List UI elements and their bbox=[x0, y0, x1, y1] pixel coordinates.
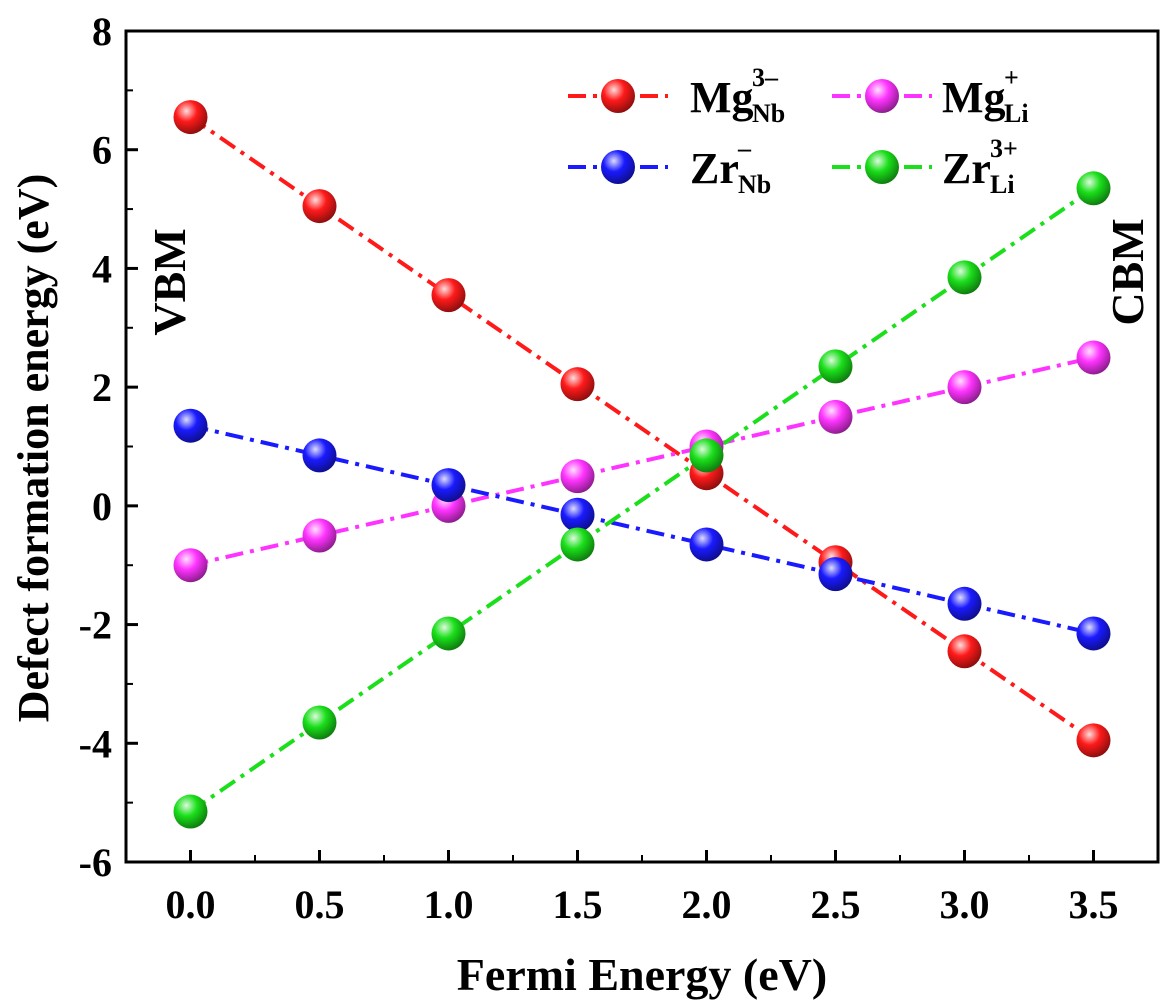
legend-marker bbox=[865, 79, 899, 113]
x-tick-label: 1.5 bbox=[553, 882, 603, 927]
series-line bbox=[190, 423, 1094, 636]
y-tick-label: 0 bbox=[92, 484, 112, 529]
legend-label-subscript: Li bbox=[1004, 99, 1029, 128]
legend-label-superscript: 3– bbox=[752, 63, 779, 92]
legend-label: Zr bbox=[690, 144, 739, 193]
data-point bbox=[302, 438, 337, 473]
x-axis-ticks: 0.0 0.5 1.0 1.5 2.0 2.5 3.0 3.5 bbox=[166, 850, 1159, 927]
data-point bbox=[173, 408, 208, 443]
x-tick-label: 2.0 bbox=[682, 882, 732, 927]
data-point bbox=[947, 634, 982, 669]
data-point bbox=[560, 459, 595, 494]
y-tick-label: 8 bbox=[92, 9, 112, 54]
data-point bbox=[560, 367, 595, 402]
data-point bbox=[1076, 340, 1111, 375]
series-lines bbox=[189, 115, 1095, 814]
data-point bbox=[302, 518, 337, 553]
data-point bbox=[560, 527, 595, 562]
data-point bbox=[689, 438, 724, 473]
legend-marker bbox=[601, 79, 635, 113]
data-point bbox=[818, 349, 853, 384]
data-point bbox=[1076, 616, 1111, 651]
data-point bbox=[173, 794, 208, 829]
legend-label-subscript: Li bbox=[990, 170, 1015, 199]
y-tick-label: 4 bbox=[92, 246, 112, 291]
data-point bbox=[560, 497, 595, 532]
data-point bbox=[689, 527, 724, 562]
legend-label: Zr bbox=[942, 144, 991, 193]
legend-label: Mg bbox=[690, 73, 754, 122]
x-tick-label: 1.0 bbox=[424, 882, 474, 927]
data-point bbox=[818, 557, 853, 592]
series-line bbox=[189, 186, 1095, 814]
data-point bbox=[947, 370, 982, 405]
y-axis-label: Defect formation energy (eV) bbox=[9, 174, 58, 723]
y-axis-ticks: -6 -4 -2 0 2 4 6 8 bbox=[79, 9, 138, 885]
cbm-annotation: CBM bbox=[1102, 218, 1153, 325]
vbm-annotation: VBM bbox=[144, 228, 195, 335]
series-points bbox=[173, 100, 1111, 829]
data-point bbox=[173, 548, 208, 583]
x-tick-label: 0.5 bbox=[295, 882, 345, 927]
y-tick-label: -4 bbox=[79, 721, 112, 766]
x-axis-label: Fermi Energy (eV) bbox=[457, 949, 827, 1000]
series-line bbox=[190, 355, 1094, 568]
data-point bbox=[1076, 171, 1111, 206]
data-point bbox=[1076, 723, 1111, 758]
data-point bbox=[173, 100, 208, 135]
legend-label-superscript: 3+ bbox=[990, 134, 1018, 163]
x-tick-label: 0.0 bbox=[166, 882, 216, 927]
legend-label-subscript: Nb bbox=[738, 170, 771, 199]
legend-label-subscript: Nb bbox=[752, 99, 785, 128]
x-tick-label: 3.5 bbox=[1069, 882, 1119, 927]
y-tick-label: 2 bbox=[92, 365, 112, 410]
y-tick-label: 6 bbox=[92, 128, 112, 173]
data-point bbox=[818, 399, 853, 434]
data-point bbox=[947, 586, 982, 621]
x-tick-label: 2.5 bbox=[811, 882, 861, 927]
x-tick-label: 3.0 bbox=[940, 882, 990, 927]
data-point bbox=[947, 260, 982, 295]
legend-label: Mg bbox=[942, 73, 1006, 122]
data-point bbox=[431, 616, 466, 651]
legend-marker bbox=[865, 150, 899, 184]
series-line bbox=[189, 115, 1095, 742]
data-point bbox=[431, 468, 466, 503]
legend-label-superscript: – bbox=[737, 134, 752, 163]
y-tick-label: -2 bbox=[79, 603, 112, 648]
data-point bbox=[302, 705, 337, 740]
data-point bbox=[302, 189, 337, 224]
legend-marker bbox=[601, 150, 635, 184]
y-tick-label: -6 bbox=[79, 840, 112, 885]
data-point bbox=[431, 278, 466, 313]
legend-label-superscript: + bbox=[1004, 63, 1019, 92]
